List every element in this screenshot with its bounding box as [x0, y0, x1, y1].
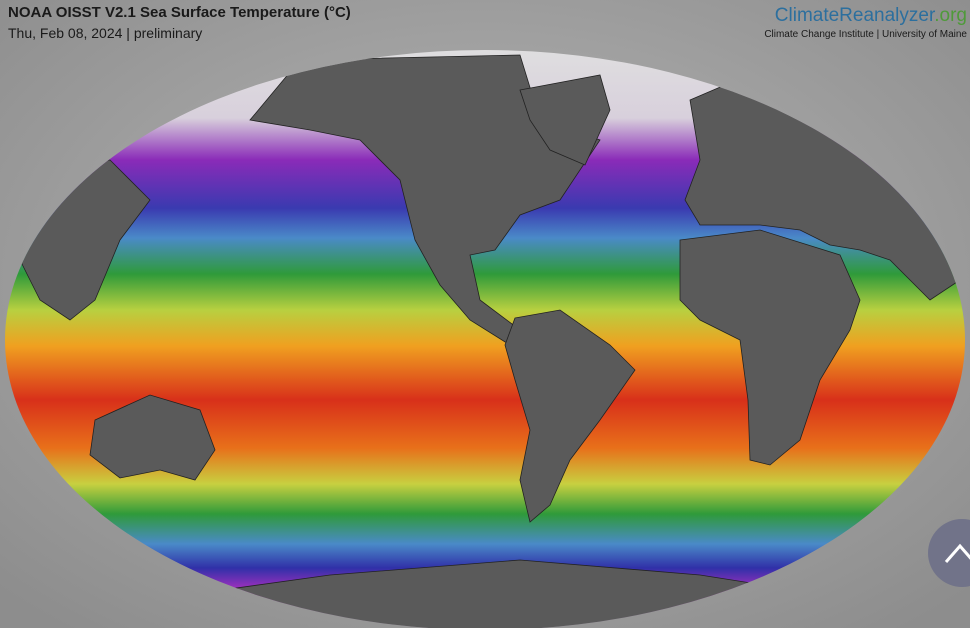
- south-america: [504, 309, 636, 523]
- logo: ClimateReanalyzer.org: [775, 5, 967, 26]
- logo-tagline: Climate Change Institute | University of…: [764, 29, 967, 40]
- map-subtitle: Thu, Feb 08, 2024 | preliminary: [8, 25, 202, 41]
- button-circle[interactable]: [928, 519, 970, 587]
- greenland: [519, 74, 611, 166]
- chevron-up-icon[interactable]: [944, 543, 970, 563]
- australia: [89, 394, 216, 481]
- africa: [679, 229, 861, 466]
- logo-suffix: .org: [934, 5, 967, 26]
- map-title: NOAA OISST V2.1 Sea Surface Temperature …: [8, 4, 351, 21]
- scroll-top-button[interactable]: [928, 519, 970, 587]
- logo-name: ClimateReanalyzer: [775, 5, 936, 26]
